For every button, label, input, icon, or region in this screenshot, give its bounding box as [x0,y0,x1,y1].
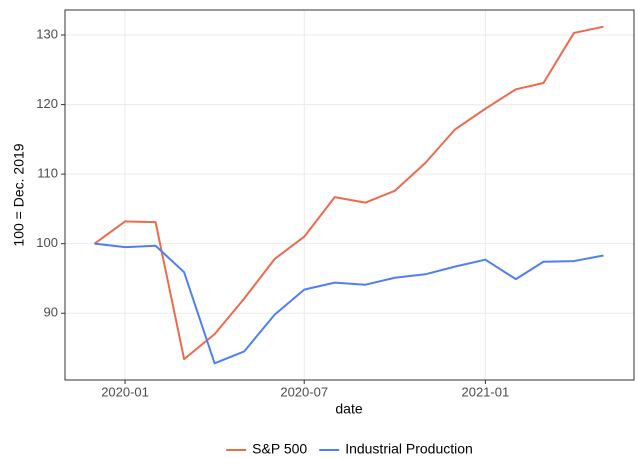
y-axis-title: 100 = Dec. 2019 [11,143,27,246]
x-tick-label: 2020-07 [280,384,328,399]
legend-label: Industrial Production [345,441,473,457]
y-tick-label: 90 [44,305,58,320]
x-tick-label: 2021-01 [461,384,509,399]
y-tick-label: 110 [37,166,58,181]
y-tick-label: 130 [36,26,58,41]
series-line [94,242,604,365]
x-axis-title: date [335,401,362,417]
x-tick-label: 2020-01 [101,384,149,399]
series-line [93,25,604,361]
y-tick-label: 120 [36,96,58,111]
panel-border [64,9,635,381]
y-tick-label: 100 [36,235,58,250]
legend-label: S&P 500 [252,441,307,457]
